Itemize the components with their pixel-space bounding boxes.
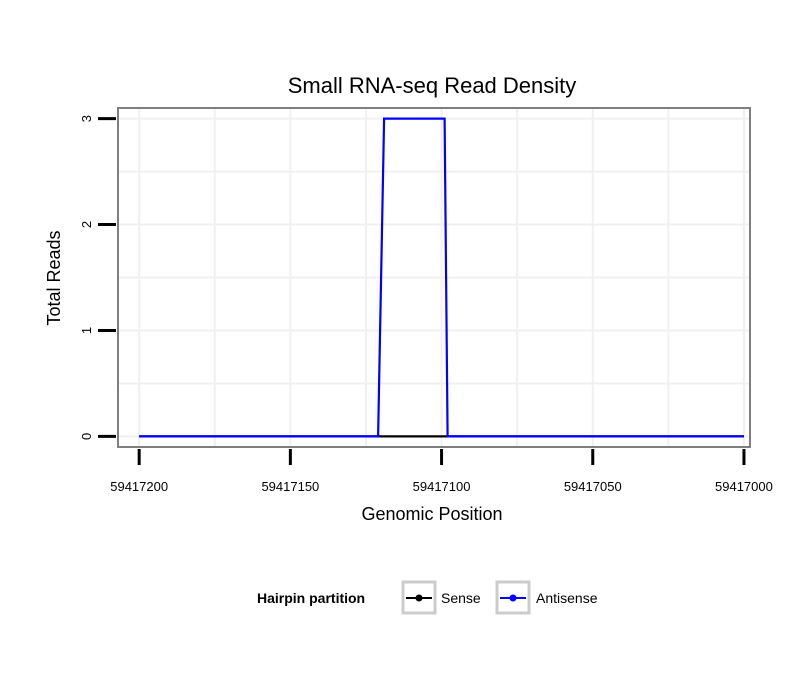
y-tick-label: 2 bbox=[79, 221, 94, 228]
legend-title: Hairpin partition bbox=[257, 590, 365, 606]
x-tick-label: 59417100 bbox=[413, 479, 471, 494]
y-tick-label: 1 bbox=[79, 327, 94, 334]
x-axis: 59417200 59417150 59417100 59417050 59417000 bbox=[110, 449, 773, 494]
x-tick-label: 59417200 bbox=[110, 479, 168, 494]
legend-items: Sense Antisense bbox=[401, 580, 598, 615]
legend-key-point bbox=[415, 594, 423, 602]
legend-label: Antisense bbox=[536, 590, 598, 606]
legend-key-point bbox=[509, 594, 517, 602]
series-layer bbox=[139, 117, 744, 438]
x-axis-title: Genomic Position bbox=[361, 504, 502, 524]
y-tick-label: 3 bbox=[79, 115, 94, 122]
y-axis-title: Total Reads bbox=[44, 230, 64, 325]
legend-label: Sense bbox=[441, 590, 481, 606]
legend-item-sense: Sense bbox=[401, 580, 481, 615]
grid bbox=[118, 108, 750, 447]
x-tick-label: 59417150 bbox=[261, 479, 319, 494]
x-tick-label: 59417050 bbox=[564, 479, 622, 494]
y-axis: 0 1 2 3 bbox=[79, 115, 116, 440]
legend-item-antisense: Antisense bbox=[495, 580, 598, 615]
y-tick-label: 0 bbox=[79, 433, 94, 440]
panel-border bbox=[117, 107, 751, 448]
series-line-antisense bbox=[139, 117, 744, 438]
chart-title: Small RNA-seq Read Density bbox=[288, 73, 577, 98]
x-tick-label: 59417000 bbox=[715, 479, 773, 494]
legend: Hairpin partition Sense Antisense bbox=[257, 580, 598, 615]
